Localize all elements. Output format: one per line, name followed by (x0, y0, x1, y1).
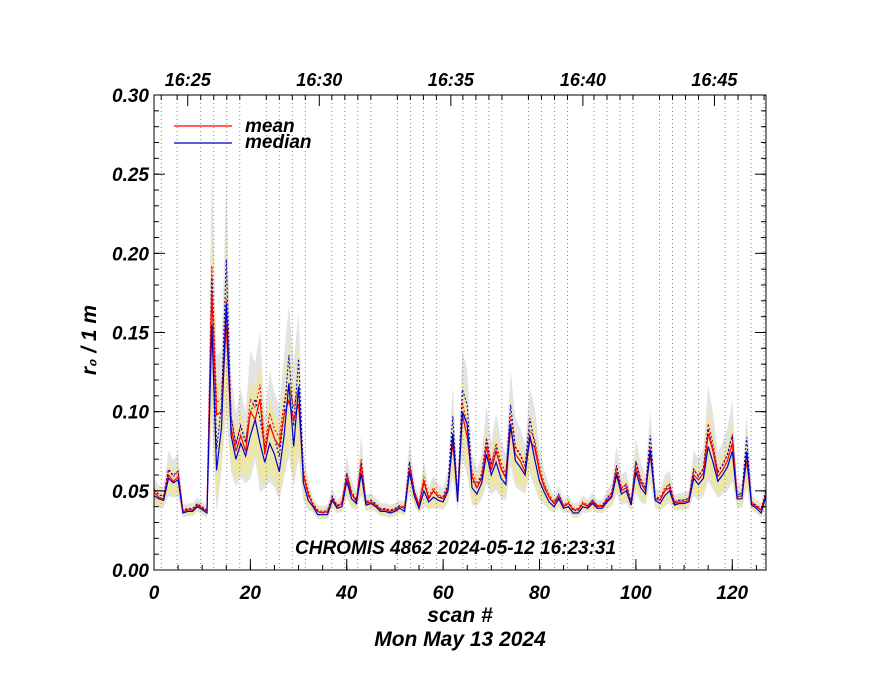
inner-range-band (154, 224, 766, 519)
top-time-label: 16:35 (428, 70, 475, 90)
top-time-label: 16:40 (560, 70, 606, 90)
top-time-label: 16:30 (296, 70, 342, 90)
x-axis-title: scan # (427, 604, 493, 627)
x-tick-label: 80 (529, 583, 551, 604)
y-tick-label: 0.05 (112, 482, 149, 503)
x-tick-label: 100 (620, 583, 652, 604)
date-label: Mon May 13 2024 (374, 628, 546, 651)
legend: mean median (174, 116, 312, 153)
y-tick-label: 0.10 (112, 403, 149, 424)
inner-range-band-layer (154, 224, 766, 519)
x-tick-label: 120 (716, 583, 748, 604)
y-tick-label: 0.20 (112, 244, 149, 265)
top-time-label: 16:45 (691, 70, 738, 90)
median-line (153, 303, 767, 516)
y-tick-label: 0.00 (112, 561, 149, 582)
series-layer (153, 259, 767, 516)
top-time-label: 16:25 (165, 70, 212, 90)
x-tick-label: 60 (433, 583, 455, 604)
x-tick-label: 20 (239, 583, 262, 604)
axes-layer: 0.00 0.05 0.10 0.15 0.20 0.25 0.30 0 20 40 60 80 100… (112, 70, 767, 604)
instrument-annotation: CHROMIS 4862 2024‑05‑12 16:23:31 (295, 538, 616, 559)
y-axis-title: r₀ / 1 m (78, 305, 101, 375)
legend-label-median: median (245, 132, 312, 153)
y-tick-label: 0.15 (112, 324, 149, 345)
legend-label-mean: mean (245, 116, 295, 137)
x-tick-label: 40 (335, 583, 358, 604)
x-tick-label: 0 (149, 583, 160, 604)
y-tick-label: 0.30 (112, 86, 149, 107)
y-tick-label: 0.25 (112, 165, 149, 186)
